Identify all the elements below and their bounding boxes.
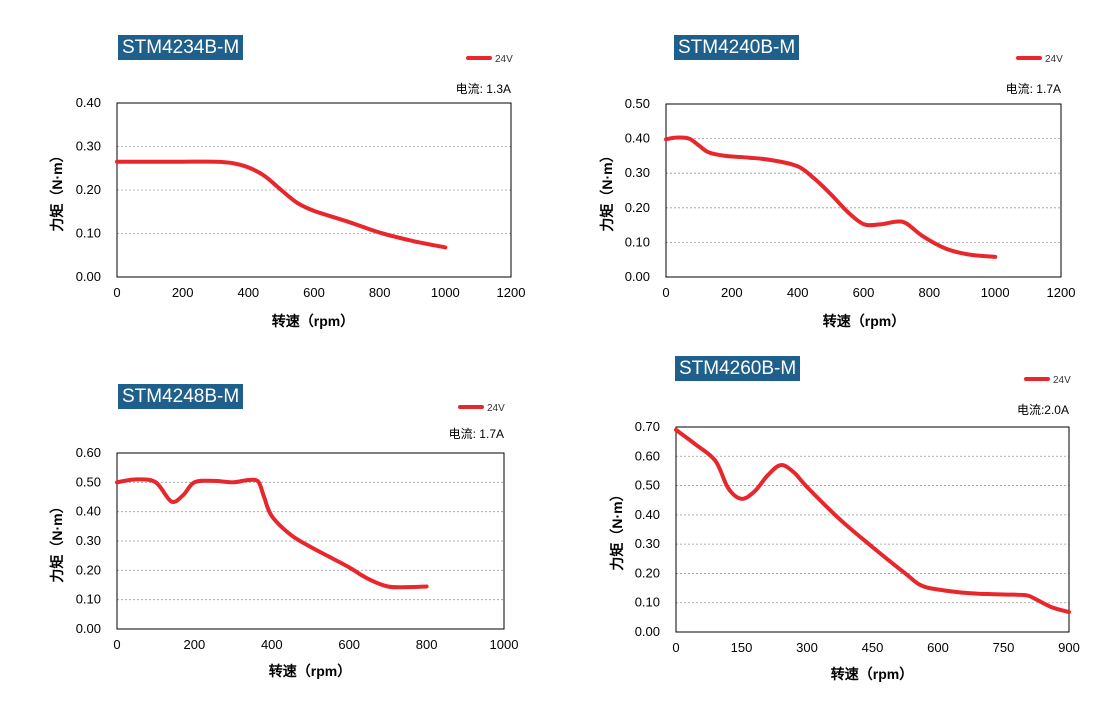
x-tick-label: 200 (172, 285, 194, 300)
x-tick-label: 1200 (497, 285, 526, 300)
x-tick-label: 1200 (1047, 285, 1076, 300)
x-tick-label: 0 (672, 640, 679, 655)
legend-label: 24V (1045, 54, 1063, 65)
y-tick-label: 0.50 (635, 478, 660, 493)
y-tick-label: 0.10 (635, 595, 660, 610)
chart-panel-1: STM4234B-M 0.00 0.10 0.20 0.30 0.40 0 200 400 60… (0, 0, 560, 345)
x-axis-label: 转速（rpm） (269, 663, 351, 679)
current-label: 电流: 1.3A (456, 82, 511, 96)
x-tick-label: 150 (731, 640, 753, 655)
y-tick-label: 0.30 (625, 165, 650, 180)
x-tick-label: 450 (862, 640, 884, 655)
x-tick-label: 0 (113, 285, 120, 300)
current-label: 电流: 1.7A (449, 427, 504, 441)
y-tick-label: 0.40 (76, 95, 101, 110)
plot-frame (116, 452, 505, 630)
y-tick-label: 0.10 (76, 226, 101, 241)
y-tick-label: 0.10 (76, 592, 101, 607)
y-axis-label: 力矩（N·m） (599, 148, 615, 231)
y-tick-label: 0.60 (635, 448, 660, 463)
chart-svg: 0.00 0.10 0.20 0.30 0.40 0 200 400 600 800 1000 120… (49, 54, 526, 329)
y-tick-label: 0.30 (76, 533, 101, 548)
y-tick-label: 0.70 (635, 419, 660, 434)
y-tick-label: 0.40 (76, 504, 101, 519)
y-tick-label: 0.20 (76, 182, 101, 197)
x-tick-label: 800 (369, 285, 391, 300)
x-tick-label: 400 (787, 285, 809, 300)
plot-frame (665, 103, 1062, 278)
chart-title: STM4240B-M (674, 35, 800, 60)
x-axis-label: 转速（rpm） (272, 313, 354, 329)
x-axis-label: 转速（rpm） (831, 666, 913, 682)
chart-panel-3: STM4248B-M 0.00 0.10 0.20 0.30 0.40 0.50 0.60 0… (0, 345, 560, 711)
x-tick-label: 750 (993, 640, 1015, 655)
chart-title: STM4248B-M (118, 384, 244, 409)
chart-svg: 0.00 0.10 0.20 0.30 0.40 0.50 0.60 0.70 0 150 300 4… (609, 375, 1080, 682)
series-line-24V (674, 427, 1071, 615)
chart-title: STM4260B-M (675, 356, 801, 381)
x-tick-label: 600 (927, 640, 949, 655)
y-tick-label: 0.00 (76, 621, 101, 636)
chart-panel-4: STM4260B-M 0.00 0.10 0.20 0.30 0.40 0.50 0.60 0… (560, 345, 1118, 711)
x-tick-label: 300 (796, 640, 818, 655)
y-tick-label: 0.00 (635, 624, 660, 639)
x-tick-label: 800 (416, 637, 438, 652)
x-tick-label: 400 (261, 637, 283, 652)
y-tick-label: 0.00 (76, 269, 101, 284)
y-tick-label: 0.20 (625, 200, 650, 215)
legend-label: 24V (487, 403, 505, 414)
y-tick-label: 0.50 (76, 474, 101, 489)
x-tick-label: 900 (1058, 640, 1080, 655)
current-label: 电流:2.0A (1017, 403, 1069, 417)
y-axis-label: 力矩（N·m） (49, 148, 65, 231)
y-tick-label: 0.20 (635, 565, 660, 580)
chart-title: STM4234B-M (118, 35, 244, 60)
x-tick-label: 1000 (981, 285, 1010, 300)
x-tick-label: 200 (184, 637, 206, 652)
series-line-24V (115, 159, 448, 250)
x-tick-label: 0 (113, 637, 120, 652)
y-tick-label: 0.10 (625, 234, 650, 249)
legend-label: 24V (1053, 375, 1071, 386)
x-tick-label: 600 (303, 285, 325, 300)
y-tick-label: 0.60 (76, 445, 101, 460)
current-label: 电流: 1.7A (1006, 82, 1061, 96)
plot-frame (675, 426, 1070, 633)
legend-label: 24V (495, 54, 513, 65)
x-tick-label: 1000 (490, 637, 519, 652)
chart-svg: 0.00 0.10 0.20 0.30 0.40 0.50 0 200 400 600 800 100… (599, 54, 1076, 329)
chart-svg: 0.00 0.10 0.20 0.30 0.40 0.50 0.60 0 200 400 600 80… (49, 403, 519, 679)
x-tick-label: 0 (662, 285, 669, 300)
y-tick-label: 0.40 (625, 131, 650, 146)
x-tick-label: 400 (237, 285, 259, 300)
y-tick-label: 0.00 (625, 269, 650, 284)
x-axis-label: 转速（rpm） (823, 313, 905, 329)
plot-frame (116, 102, 512, 278)
x-tick-label: 800 (918, 285, 940, 300)
y-axis-label: 力矩（N·m） (609, 487, 625, 570)
y-tick-label: 0.50 (625, 96, 650, 111)
y-tick-label: 0.20 (76, 562, 101, 577)
series-line-24V (115, 477, 429, 590)
x-tick-label: 200 (721, 285, 743, 300)
y-axis-label: 力矩（N·m） (49, 499, 65, 582)
y-tick-label: 0.30 (635, 536, 660, 551)
chart-panel-2: STM4240B-M 0.00 0.10 0.20 0.30 0.40 0.50 0 200 4… (560, 0, 1118, 345)
series-line-24V (664, 135, 998, 259)
y-tick-label: 0.40 (635, 507, 660, 522)
x-tick-label: 600 (853, 285, 875, 300)
x-tick-label: 1000 (431, 285, 460, 300)
x-tick-label: 600 (338, 637, 360, 652)
y-tick-label: 0.30 (76, 139, 101, 154)
